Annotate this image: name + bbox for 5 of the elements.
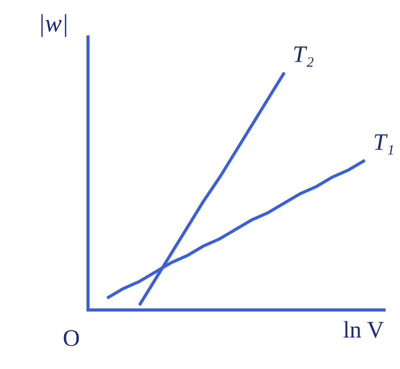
x-axis-title: ln V bbox=[344, 321, 384, 338]
y-axis-title: |w| bbox=[41, 14, 66, 37]
series-label: T₁ bbox=[374, 134, 393, 155]
text: O bbox=[64, 330, 79, 346]
series-label: T₂ bbox=[294, 46, 314, 67]
